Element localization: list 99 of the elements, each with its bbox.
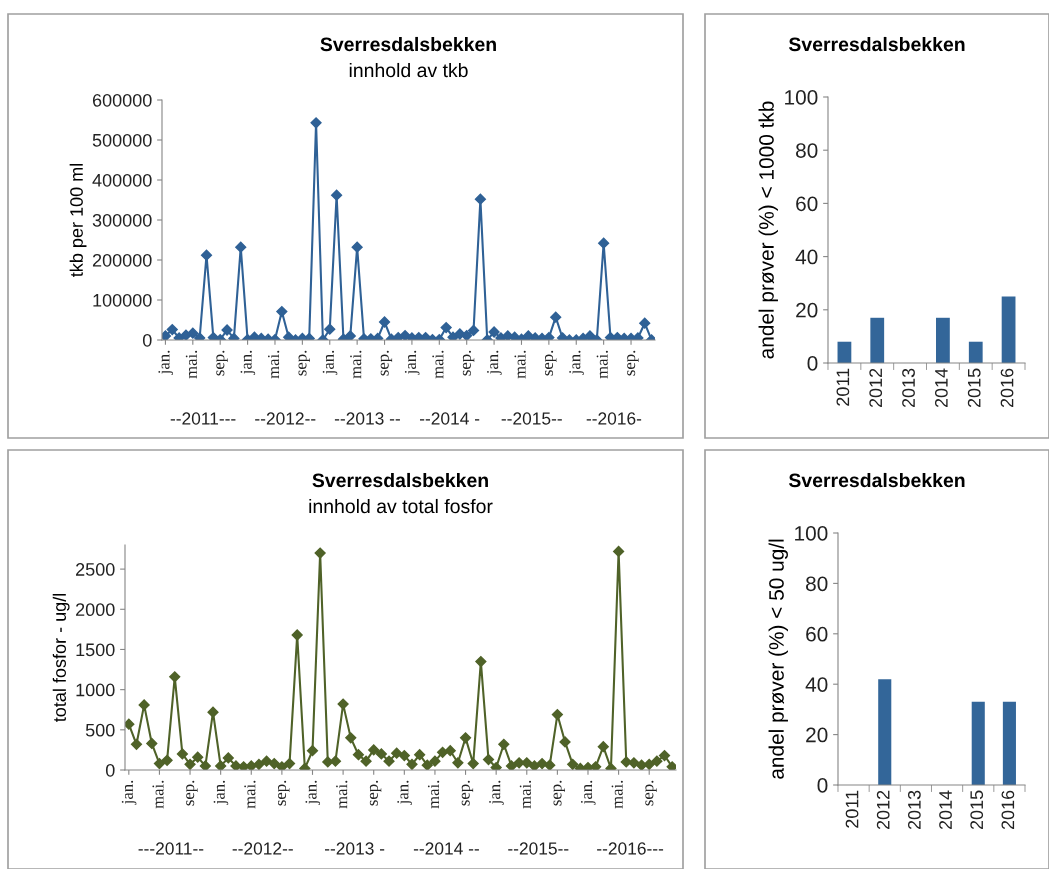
x-tick-label: mai. [350, 350, 362, 379]
y-tick-label: 2500 [76, 563, 115, 576]
x-tick-label: 2015 [967, 368, 981, 408]
y-tick-label: 500 [85, 723, 115, 737]
y-axis-title: tkb per 100 ml [69, 164, 87, 277]
x-tick-label: jan. [404, 350, 420, 375]
x-tick-label: 2014 [934, 368, 948, 408]
x-tick-label: mai. [267, 350, 280, 379]
x-tick-label: mai. [519, 780, 532, 809]
y-tick-label: 200000 [92, 253, 152, 267]
x-tick-label: mai. [244, 780, 256, 809]
x-tick-label: mai. [596, 350, 608, 379]
x-tick-label: sep. [278, 780, 290, 806]
x-tick-label: 2011 [845, 790, 859, 828]
y-tick-label: 400000 [92, 173, 152, 187]
y-tick-label: 1000 [76, 683, 115, 697]
text: --2014 - [419, 412, 480, 425]
y-tick-label: 1500 [76, 643, 115, 657]
text: ---2011-- [138, 842, 204, 855]
x-tick-label: mai. [427, 780, 440, 809]
chart-title: Sverresdalsbekken [320, 36, 496, 52]
x-tick-label: jan. [569, 350, 584, 375]
x-tick-label: 2012 [869, 368, 883, 408]
y-tick-label: 80 [806, 576, 828, 592]
y-tick-label: 600000 [92, 93, 152, 107]
chart-title: Sverresdalsbekken [788, 472, 965, 488]
x-tick-label: jan. [487, 350, 502, 375]
y-tick-label: 40 [805, 677, 828, 692]
x-tick-label: sep. [545, 350, 557, 376]
y-tick-label: 40 [795, 249, 818, 265]
text: --2013 - [324, 842, 385, 855]
text: --2012-- [255, 412, 316, 425]
y-tick-label: 100 [785, 90, 818, 105]
text: --2016--- [597, 842, 664, 855]
x-tick-label: jan. [397, 780, 412, 805]
y-tick-label: 80 [796, 143, 818, 158]
x-tick-label: mai. [185, 350, 198, 379]
text: --2014 -- [413, 842, 479, 855]
bar [968, 341, 983, 363]
x-tick-label: jan. [305, 780, 321, 805]
x-tick-label: sep. [369, 780, 382, 806]
x-tick-label: mai. [432, 350, 444, 379]
text: --2015-- [501, 412, 562, 425]
x-tick-label: sep. [216, 350, 228, 376]
x-tick-label: 2013 [907, 790, 921, 830]
x-tick-label: sep. [298, 350, 310, 376]
x-tick-label: 2016 [1000, 368, 1014, 408]
y-tick-label: 100 [795, 526, 828, 541]
x-tick-label: mai. [611, 780, 623, 809]
text: --2012-- [232, 842, 293, 855]
text: --2016- [586, 412, 642, 425]
x-tick-label: sep. [462, 350, 475, 376]
y-tick-label: 20 [806, 727, 828, 743]
x-tick-label: mai. [514, 350, 526, 379]
x-tick-label: 2014 [939, 790, 952, 830]
x-tick-label: jan. [489, 780, 504, 805]
chart-title: Sverresdalsbekken [788, 36, 965, 52]
text: --2015-- [508, 842, 569, 855]
x-tick-label: jan. [158, 350, 173, 375]
x-tick-label: jan. [121, 780, 137, 805]
text: --2013 -- [334, 412, 400, 425]
y-tick-label: 60 [796, 196, 818, 212]
y-tick-label: 0 [807, 356, 818, 371]
x-tick-label: sep. [186, 780, 198, 806]
y-axis-title: total fosfor - ug/l [52, 593, 70, 722]
x-tick-label: sep. [461, 780, 474, 806]
y-tick-label: 0 [817, 778, 828, 793]
x-tick-label: 2011 [836, 368, 850, 406]
bar [1001, 296, 1016, 363]
chart-title: Sverresdalsbekken [312, 472, 488, 488]
chart-subtitle: innhold av total fosfor [309, 498, 493, 514]
x-tick-label: jan. [322, 350, 338, 375]
x-tick-label: 2016 [1001, 790, 1015, 830]
y-tick-label: 2000 [76, 603, 115, 617]
bar [936, 317, 950, 363]
y-tick-label: 300000 [92, 213, 152, 227]
x-tick-label: sep. [380, 350, 393, 376]
y-tick-label: 100000 [93, 293, 152, 307]
x-tick-label: sep. [627, 350, 639, 376]
y-tick-label: 0 [142, 333, 152, 347]
x-tick-label: 2015 [970, 790, 984, 830]
x-tick-label: mai. [152, 780, 164, 809]
chart-subtitle: innhold av tkb [349, 62, 468, 78]
x-tick-label: mai. [336, 780, 348, 809]
bar [870, 317, 885, 363]
x-tick-label: jan. [240, 350, 256, 375]
y-tick-label: 20 [796, 302, 818, 318]
x-tick-label: jan. [580, 780, 596, 805]
x-tick-label: 2012 [876, 790, 890, 830]
y-tick-label: 0 [105, 763, 115, 777]
x-tick-label: jan. [213, 780, 229, 805]
x-tick-label: sep. [645, 780, 657, 806]
x-tick-label: sep. [553, 780, 565, 806]
y-tick-label: 500000 [92, 133, 152, 147]
y-axis-title: andel prøver (%) < 1000 tkb [758, 101, 778, 359]
y-axis-title: andel prøver (%) < 50 ug/l [768, 539, 788, 779]
text: --2011--- [170, 412, 236, 425]
y-tick-label: 60 [806, 626, 828, 642]
x-tick-label: 2013 [902, 368, 915, 408]
